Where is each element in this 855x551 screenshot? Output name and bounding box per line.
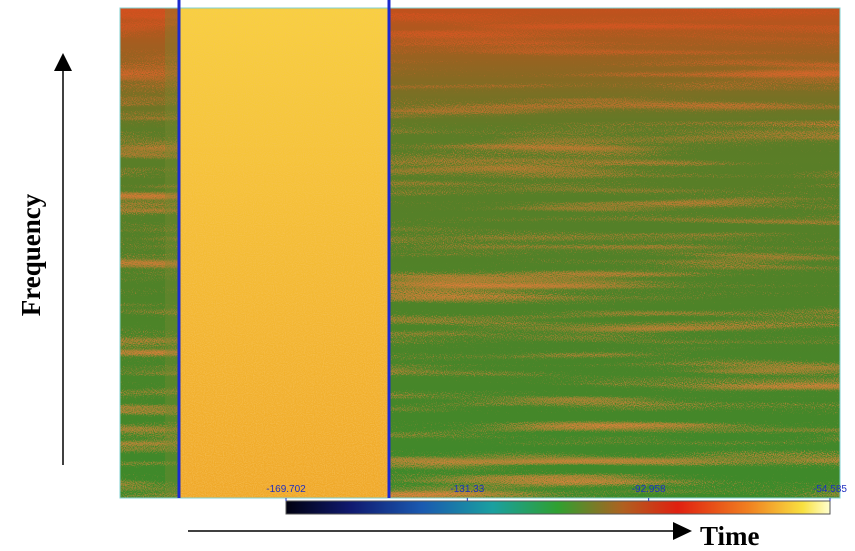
- colorbar-tick-label: -169.702: [266, 484, 306, 495]
- spectrogram-bright-region: [179, 8, 389, 498]
- x-axis-arrowhead: [673, 522, 692, 540]
- y-axis-arrowhead: [54, 53, 72, 71]
- plot-frame: [119, 7, 841, 499]
- colorbar-tick-label: -54.585: [813, 484, 847, 495]
- spectrogram-strip: [165, 8, 179, 498]
- colorbar-scale: [285, 500, 831, 515]
- colorbar-tick-label: -131.33: [450, 484, 484, 495]
- y-axis-title: Frequency: [16, 193, 46, 316]
- x-axis-title: Time: [700, 521, 760, 551]
- colorbar-tick-label: -92.958: [632, 484, 666, 495]
- colorbar: -169.702 -131.33 -92.958 -54.585: [266, 484, 847, 515]
- spectrogram: [119, 0, 841, 499]
